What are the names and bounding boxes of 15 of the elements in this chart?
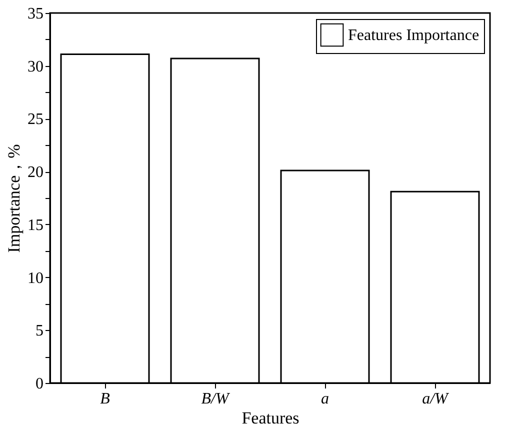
y-tick-label: 10	[28, 270, 44, 287]
x-tick-label: B/W	[201, 390, 230, 408]
y-tick-label: 5	[36, 322, 44, 340]
legend-label: Features Importance	[348, 27, 480, 44]
y-tick-label: 15	[28, 216, 44, 234]
y-tick-label: 0	[36, 376, 44, 392]
y-tick-label: 25	[28, 111, 44, 128]
x-tick-label: B	[100, 390, 110, 408]
y-tick-label: 35	[28, 6, 44, 22]
x-tick-label: a/W	[422, 390, 450, 408]
y-axis-title: Importance，%	[4, 144, 24, 253]
x-axis-title: Features	[242, 408, 300, 428]
x-tick-label: a	[321, 390, 329, 408]
y-tick-label: 20	[28, 164, 44, 182]
y-tick-label: 30	[28, 58, 44, 76]
